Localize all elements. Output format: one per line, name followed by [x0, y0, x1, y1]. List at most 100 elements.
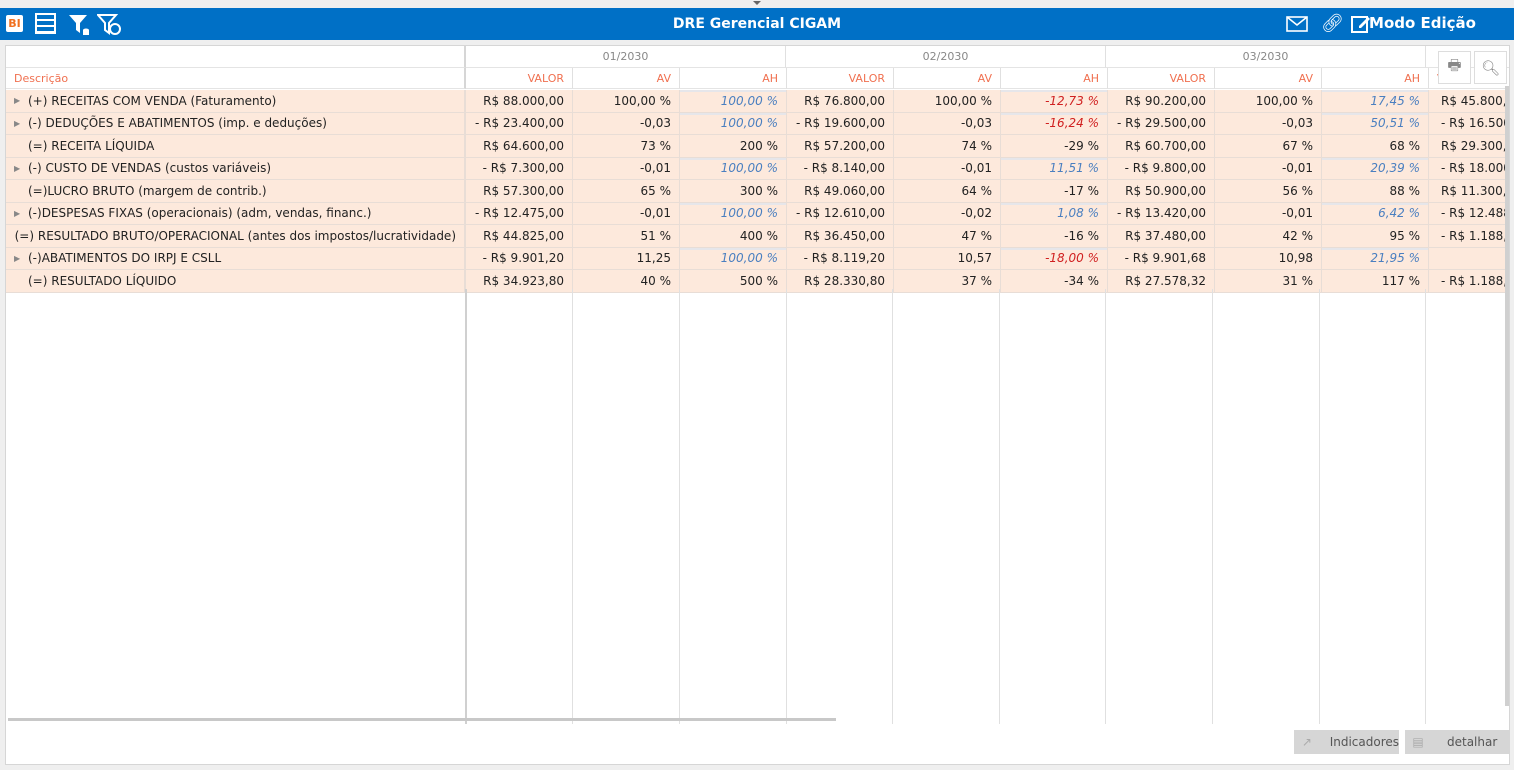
cell-valor: R$ 76.800,00: [787, 90, 894, 113]
column-divider: [1425, 289, 1426, 724]
cell-valor: - R$ 7.300,00: [466, 157, 573, 180]
detail-button[interactable]: ▤ detalhar: [1405, 730, 1509, 754]
cell-av: -0,03: [894, 112, 1001, 135]
cell-ah: 100,00 %: [680, 90, 787, 113]
row-description: ▶ (-) CUSTO DE VENDAS (custos variáveis): [6, 157, 466, 180]
table-row[interactable]: ▶ (-)ABATIMENTOS DO IRPJ E CSLL - R$ 9.901…: [6, 247, 1509, 270]
cell-ah: 500 %: [680, 270, 787, 293]
mail-icon[interactable]: [1286, 16, 1308, 35]
column-header-valor[interactable]: VALOR: [466, 68, 573, 89]
cell-valor: - R$ 1.188,: [1429, 270, 1509, 293]
cell-av: -0,01: [573, 157, 680, 180]
cell-av: 65 %: [573, 180, 680, 203]
cell-valor: - R$ 29.500,00: [1108, 112, 1215, 135]
row-description: ▶ (-)DESPESAS FIXAS (operacionais) (adm, …: [6, 202, 466, 225]
cell-av: 74 %: [894, 135, 1001, 158]
vertical-scrollbar[interactable]: [1505, 86, 1509, 706]
row-label: (=) RECEITA LÍQUIDA: [28, 138, 155, 153]
zoom-in-button[interactable]: 🔍︎: [1474, 51, 1507, 84]
column-header-ah[interactable]: AH: [680, 68, 787, 89]
cell-valor: - R$ 9.901,68: [1108, 247, 1215, 270]
row-description: (=) RESULTADO BRUTO/OPERACIONAL (antes d…: [6, 225, 466, 248]
column-header-av[interactable]: AV: [894, 68, 1001, 89]
cell-valor: - R$ 23.400,00: [466, 112, 573, 135]
row-description: (=) RECEITA LÍQUIDA: [6, 135, 466, 158]
cell-valor: R$ 34.923,80: [466, 270, 573, 293]
cell-ah: -12,73 %: [1001, 90, 1108, 113]
column-divider: [1319, 289, 1320, 724]
expand-arrow-icon[interactable]: ▶: [14, 253, 21, 263]
column-divider: [572, 289, 573, 724]
indicators-label: Indicadores: [1329, 735, 1399, 749]
column-divider: [679, 289, 680, 724]
collapse-handle[interactable]: [753, 1, 761, 5]
cell-av: -0,01: [1215, 202, 1322, 225]
column-divider: [465, 289, 467, 724]
bi-logo-icon[interactable]: BI: [6, 15, 23, 32]
edit-mode-button[interactable]: Modo Edição: [1369, 14, 1476, 32]
cell-valor: R$ 37.480,00: [1108, 225, 1215, 248]
cell-valor: R$ 29.300,: [1429, 135, 1509, 158]
filter-clock-icon[interactable]: [95, 13, 123, 40]
cell-av: 37 %: [894, 270, 1001, 293]
filter-database-icon[interactable]: [68, 13, 92, 40]
row-label: (-)ABATIMENTOS DO IRPJ E CSLL: [28, 251, 222, 266]
column-divider: [786, 289, 787, 724]
table-row[interactable]: ▶ (-) CUSTO DE VENDAS (custos variáveis) -…: [6, 157, 1509, 180]
table-row[interactable]: (=) RESULTADO LÍQUIDO R$ 34.923,80 40 % 500…: [6, 270, 1509, 293]
column-header-valor[interactable]: VALOR: [1108, 68, 1215, 89]
layout-rows-icon[interactable]: [35, 13, 56, 34]
expand-arrow-icon[interactable]: ▶: [14, 163, 21, 173]
link-icon[interactable]: 🔗︎: [1321, 13, 1344, 34]
expand-arrow-icon[interactable]: ▶: [14, 118, 21, 128]
table-row[interactable]: (=) RECEITA LÍQUIDA R$ 64.600,00 73 % 200 %…: [6, 135, 1509, 158]
table-row[interactable]: ▶ (-)DESPESAS FIXAS (operacionais) (adm, …: [6, 202, 1509, 225]
cell-valor: R$ 88.000,00: [466, 90, 573, 113]
horizontal-scrollbar[interactable]: [8, 718, 836, 721]
table-row[interactable]: ▶ (-) DEDUÇÕES E ABATIMENTOS (imp. e dedu…: [6, 112, 1509, 135]
indicators-button[interactable]: ↗ Indicadores: [1294, 730, 1399, 754]
cell-ah: -34 %: [1001, 270, 1108, 293]
cell-valor: R$ 57.200,00: [787, 135, 894, 158]
column-header-descricao[interactable]: Descrição: [6, 68, 466, 89]
detail-icon: ▤: [1412, 735, 1424, 749]
print-button[interactable]: 🖶︎: [1438, 51, 1471, 84]
column-divider: [892, 289, 893, 724]
table-row[interactable]: (=) RESULTADO BRUTO/OPERACIONAL (antes d…: [6, 225, 1509, 248]
column-header-av[interactable]: AV: [573, 68, 680, 89]
cell-ah: 300 %: [680, 180, 787, 203]
cell-valor: [1429, 247, 1509, 270]
row-label: (=)LUCRO BRUTO (margem de contrib.): [28, 183, 267, 198]
cell-ah: 100,00 %: [680, 112, 787, 135]
cell-av: 10,98: [1215, 247, 1322, 270]
cell-av: 47 %: [894, 225, 1001, 248]
table-row[interactable]: ▶ (+) RECEITAS COM VENDA (Faturamento) R$ …: [6, 90, 1509, 113]
cell-av: 73 %: [573, 135, 680, 158]
printer-icon: 🖶︎: [1447, 56, 1462, 74]
cell-ah: -29 %: [1001, 135, 1108, 158]
cell-valor: R$ 50.900,00: [1108, 180, 1215, 203]
cell-ah: 100,00 %: [680, 202, 787, 225]
expand-arrow-icon[interactable]: ▶: [14, 208, 21, 218]
edit-icon[interactable]: [1351, 14, 1371, 37]
dre-grid: 01/2030 02/2030 03/2030 Descrição VALOR A…: [5, 45, 1510, 765]
detail-label: detalhar: [1447, 735, 1498, 749]
cell-ah: 50,51 %: [1322, 112, 1429, 135]
expand-arrow-icon[interactable]: ▶: [14, 96, 21, 106]
cell-valor: R$ 60.700,00: [1108, 135, 1215, 158]
cell-valor: R$ 36.450,00: [787, 225, 894, 248]
cell-av: 40 %: [573, 270, 680, 293]
cell-ah: 21,95 %: [1322, 247, 1429, 270]
cell-ah: 100,00 %: [680, 157, 787, 180]
table-row[interactable]: (=)LUCRO BRUTO (margem de contrib.) R$ 57…: [6, 180, 1509, 203]
column-divider: [1212, 289, 1213, 724]
cell-av: -0,01: [573, 202, 680, 225]
month-header: 02/2030: [786, 46, 1106, 68]
cell-valor: - R$ 12.488,: [1429, 202, 1509, 225]
row-description: (=) RESULTADO LÍQUIDO: [6, 270, 466, 293]
column-header-ah[interactable]: AH: [1322, 68, 1429, 89]
column-header-ah[interactable]: AH: [1001, 68, 1108, 89]
column-header-av[interactable]: AV: [1215, 68, 1322, 89]
column-header-valor[interactable]: VALOR: [787, 68, 894, 89]
cell-valor: R$ 57.300,00: [466, 180, 573, 203]
